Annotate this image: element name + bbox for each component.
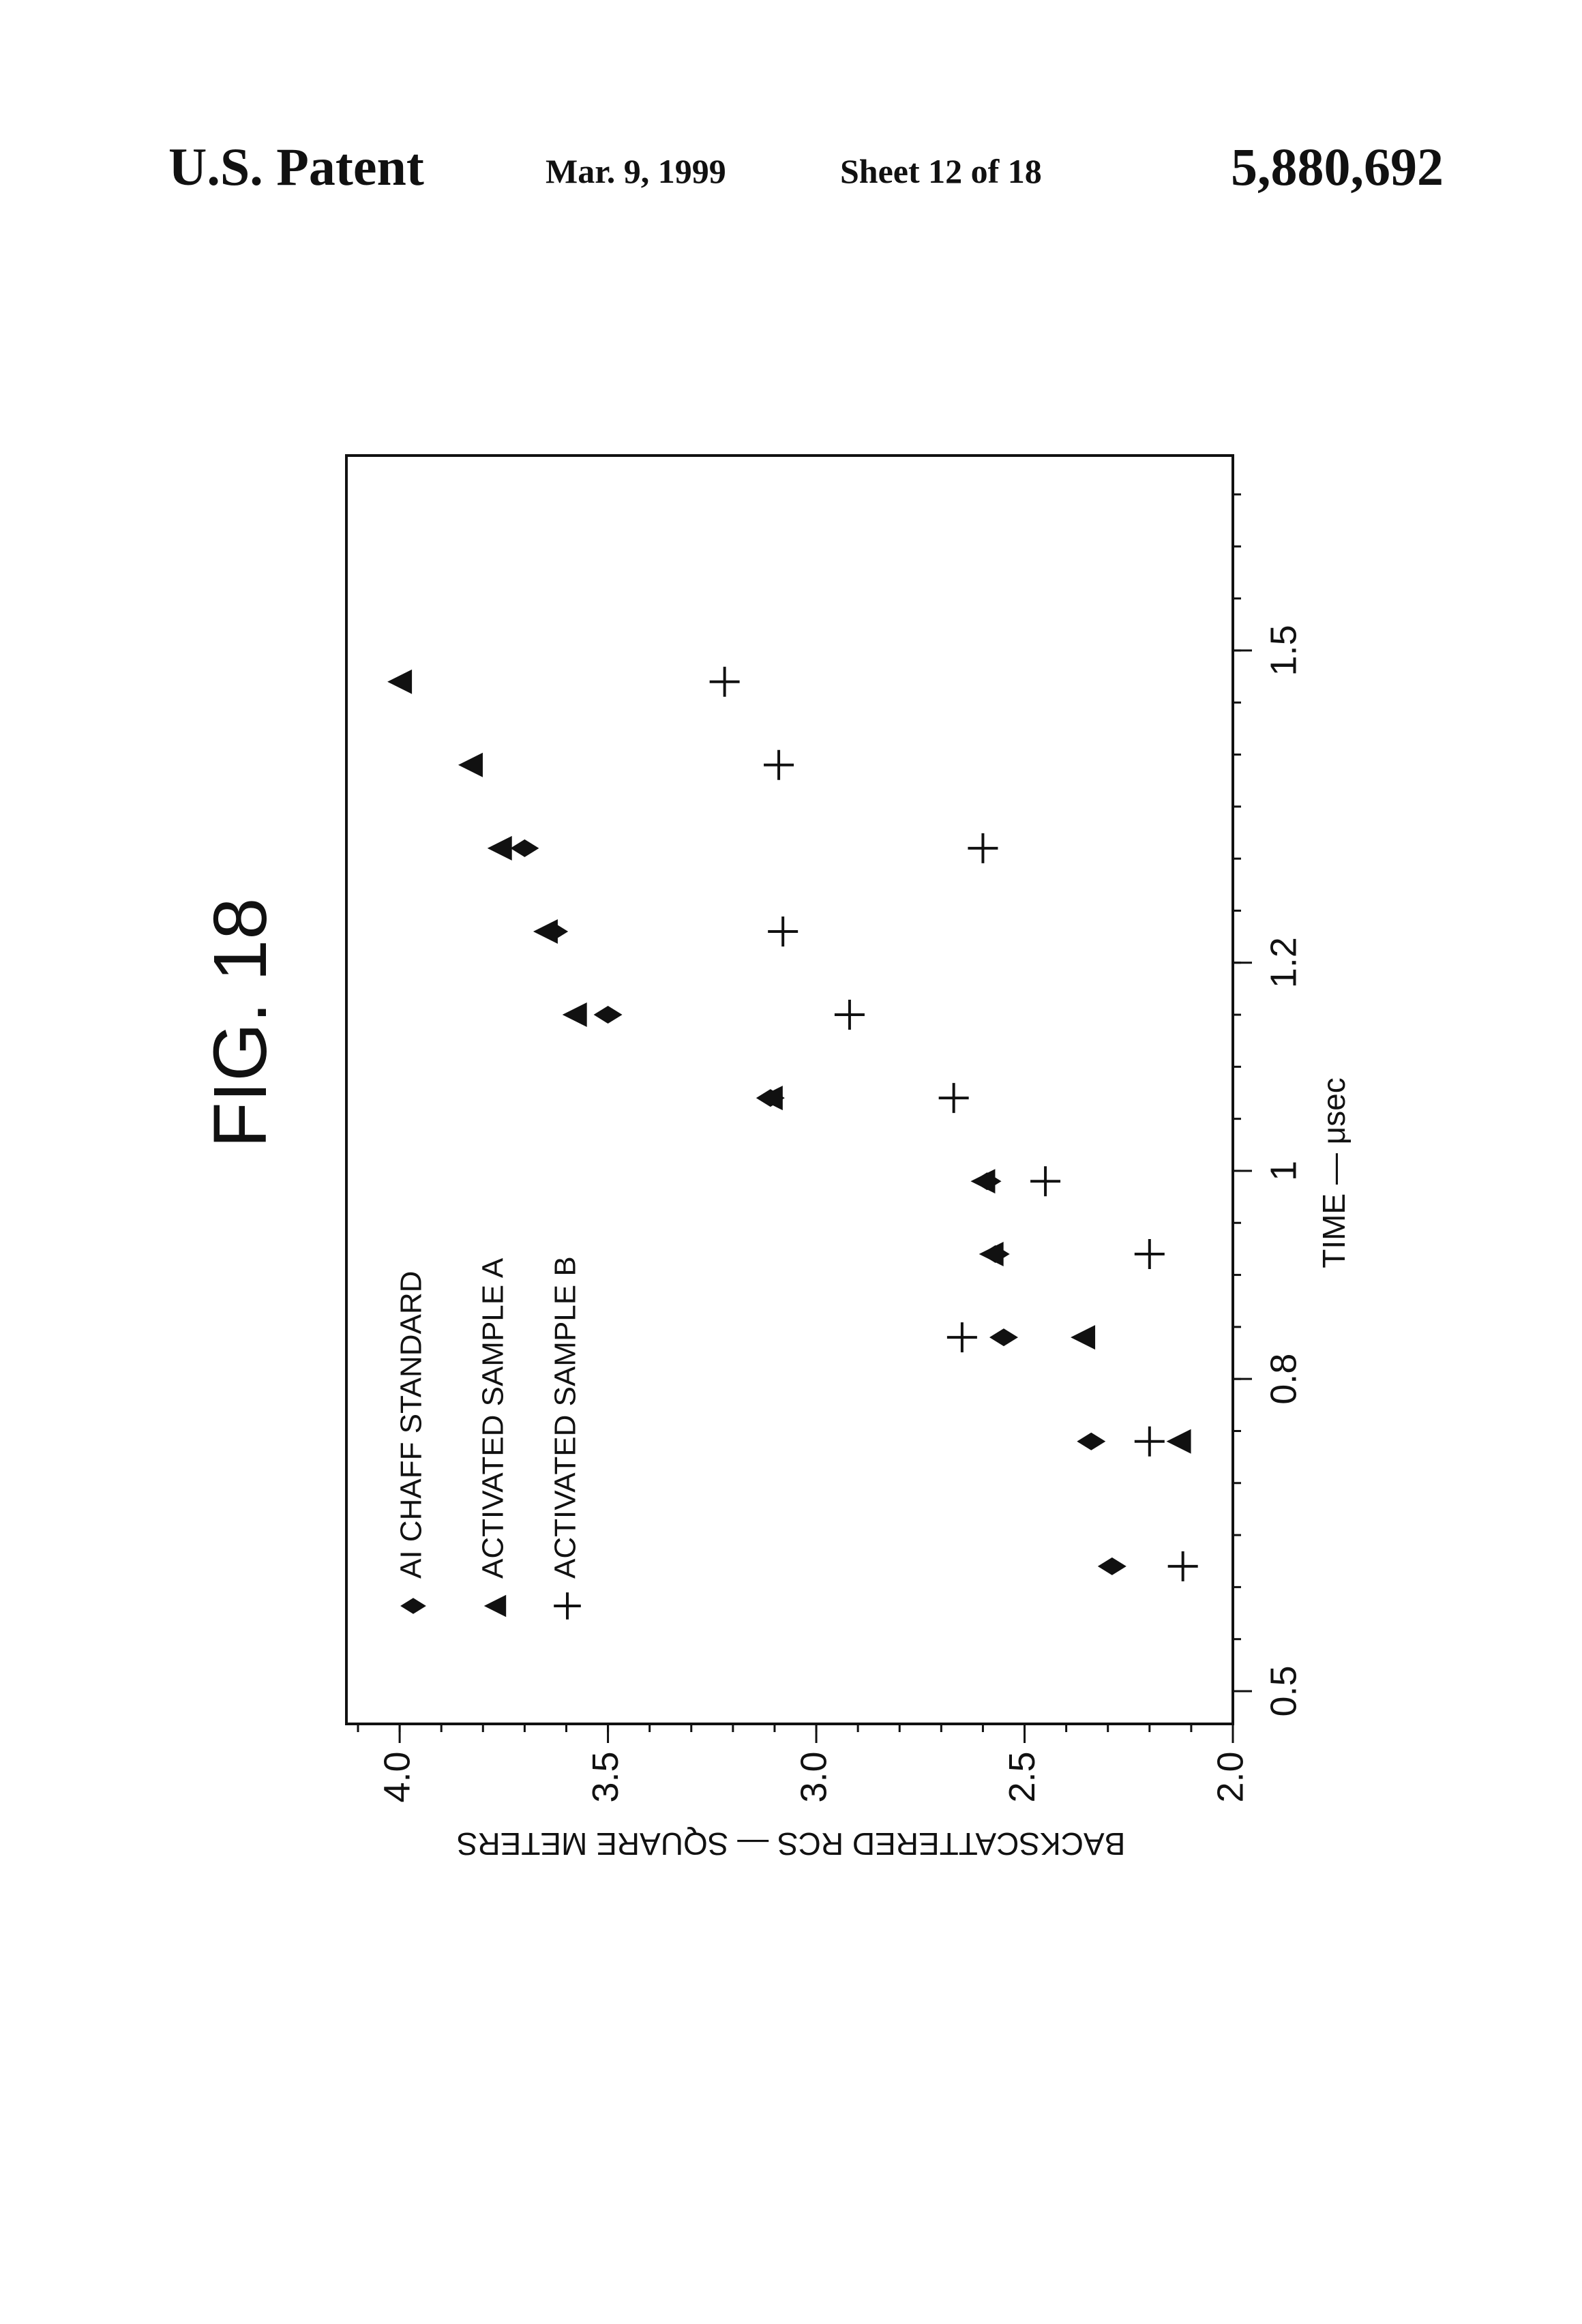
legend-label: ACTIVATED SAMPLE A bbox=[477, 1257, 510, 1579]
data-point-plus-2-6 bbox=[835, 1000, 865, 1030]
data-point-plus-2-10 bbox=[710, 667, 740, 697]
data-point-triangle-1-0 bbox=[1167, 1429, 1191, 1454]
data-point-plus-2-5 bbox=[939, 1083, 969, 1113]
data-point-triangle-1-2 bbox=[979, 1242, 1004, 1266]
data-point-triangle-1-3 bbox=[970, 1169, 995, 1193]
data-point-triangle-1-8 bbox=[458, 753, 483, 777]
x-axis-label: TIME — μsec bbox=[1316, 1077, 1352, 1268]
data-point-diamond-0-8 bbox=[510, 839, 539, 857]
legend-marker-triangle bbox=[484, 1595, 506, 1617]
legend-marker-plus bbox=[554, 1592, 581, 1620]
data-point-triangle-1-7 bbox=[488, 836, 512, 861]
scatter-chart: 0.5 0.8 1 1.2 1.5 TIME — μsec 2.0 2.5 3.0 3.5 4.0 B… bbox=[346, 456, 1352, 1862]
y-tick-label: 2.5 bbox=[1002, 1751, 1043, 1802]
y-tick-label: 3.5 bbox=[585, 1751, 626, 1802]
data-point-triangle-1-6 bbox=[533, 919, 558, 944]
legend-marker-diamond bbox=[400, 1598, 426, 1613]
data-point-diamond-0-1 bbox=[1077, 1433, 1105, 1450]
y-axis-label: BACKSCATTERED RCS — SQUARE METERS bbox=[457, 1826, 1126, 1862]
data-point-plus-2-2 bbox=[947, 1322, 977, 1352]
legend-label: ACTIVATED SAMPLE B bbox=[549, 1256, 582, 1579]
data-point-plus-2-9 bbox=[764, 750, 794, 780]
x-tick-label: 1.5 bbox=[1263, 625, 1304, 676]
legend-label: AI CHAFF STANDARD bbox=[395, 1271, 428, 1579]
data-point-diamond-0-6 bbox=[594, 1006, 623, 1024]
y-tick-label: 2.0 bbox=[1210, 1751, 1251, 1802]
x-tick-label: 0.5 bbox=[1263, 1665, 1304, 1716]
data-point-triangle-1-9 bbox=[387, 670, 412, 694]
y-tick-label: 4.0 bbox=[376, 1751, 417, 1802]
y-tick-label: 3.0 bbox=[793, 1751, 834, 1802]
x-tick-label: 1.2 bbox=[1263, 937, 1304, 988]
figure-label: FIG. 18 bbox=[198, 898, 282, 1148]
data-point-plus-2-1 bbox=[1135, 1427, 1165, 1457]
data-point-plus-2-3 bbox=[1135, 1239, 1165, 1269]
data-point-plus-2-0 bbox=[1168, 1551, 1198, 1581]
data-point-diamond-0-0 bbox=[1098, 1558, 1126, 1575]
data-point-triangle-1-1 bbox=[1071, 1325, 1095, 1350]
data-point-triangle-1-5 bbox=[563, 1002, 587, 1027]
x-tick-label: 1 bbox=[1263, 1161, 1304, 1181]
data-point-plus-2-8 bbox=[968, 833, 998, 863]
data-point-plus-2-7 bbox=[768, 917, 798, 947]
data-point-diamond-0-2 bbox=[989, 1328, 1018, 1346]
data-point-plus-2-4 bbox=[1030, 1166, 1060, 1196]
x-tick-label: 0.8 bbox=[1263, 1354, 1304, 1405]
